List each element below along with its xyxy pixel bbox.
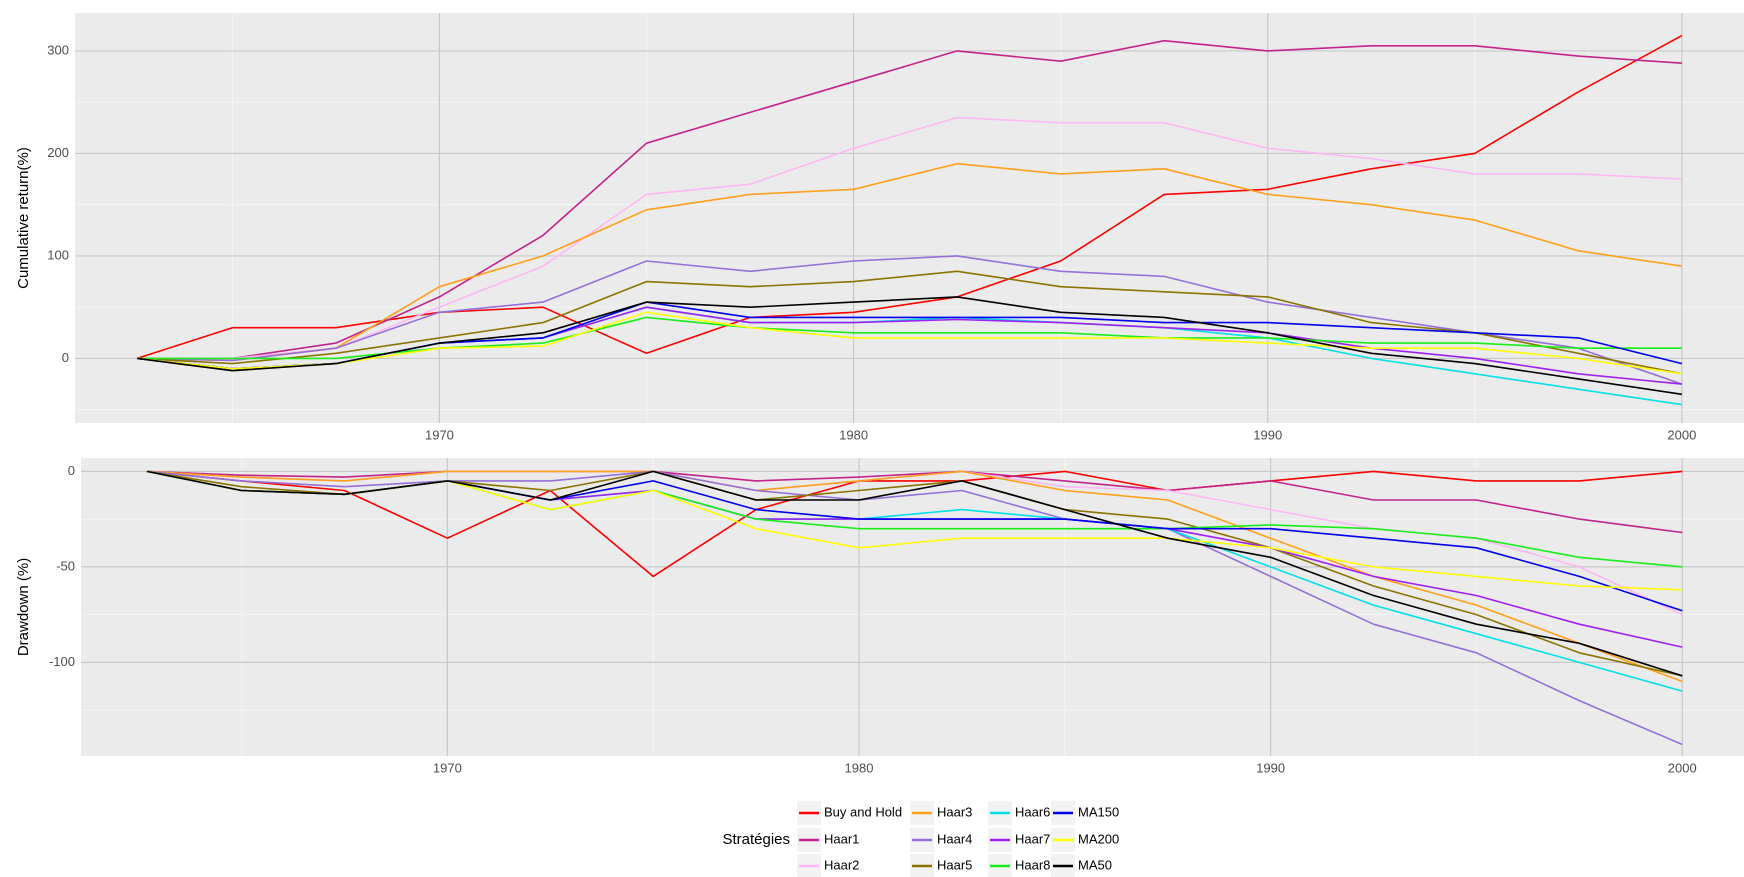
legend-label: Haar3 [937,804,972,819]
x-tick-label: 1990 [1256,760,1285,775]
x-tick-label: 1970 [433,760,462,775]
y-tick-label: 0 [68,463,75,478]
series-line [146,470,1683,534]
y-tick-label: 100 [47,247,69,262]
x-tick-label: 1990 [1253,427,1282,442]
series-line [146,470,1683,746]
legend-label: Haar1 [824,831,859,846]
series-line [137,116,1682,360]
series-line [146,470,1683,677]
series-line [146,470,1683,578]
series-line [137,162,1683,362]
legend-label: MA50 [1078,857,1112,872]
x-tick-label: 2000 [1668,760,1697,775]
y-tick-label: 200 [47,145,69,160]
legend-label: Haar2 [824,857,859,872]
y-tick-label: 0 [62,350,69,365]
x-tick-label: 1980 [845,760,874,775]
series-line [137,270,1683,375]
legend-label: Haar5 [937,857,972,872]
legend-label: Haar7 [1015,831,1050,846]
y-axis-title: Cumulative return(%) [15,147,32,289]
y-tick-label: -50 [56,558,75,573]
legend-label: Buy and Hold [824,804,902,819]
y-axis-title: Drawdown (%) [15,558,32,656]
plot-background [81,458,1744,756]
y-tick-label: 300 [47,42,69,57]
legend-label: MA200 [1078,831,1119,846]
series-line [137,311,1683,375]
series-line [146,470,1683,683]
y-tick-label: -100 [49,654,75,669]
legend-title: Stratégies [722,831,790,848]
series-line [136,296,1683,396]
legend-label: Haar4 [937,831,972,846]
series-line [137,255,1683,385]
legend-label: Haar8 [1015,857,1050,872]
x-tick-label: 2000 [1667,427,1696,442]
legend-label: MA150 [1078,804,1119,819]
legend-label: Haar6 [1015,804,1050,819]
series-line [137,39,1682,360]
x-tick-label: 1970 [425,427,454,442]
x-tick-label: 1980 [839,427,868,442]
